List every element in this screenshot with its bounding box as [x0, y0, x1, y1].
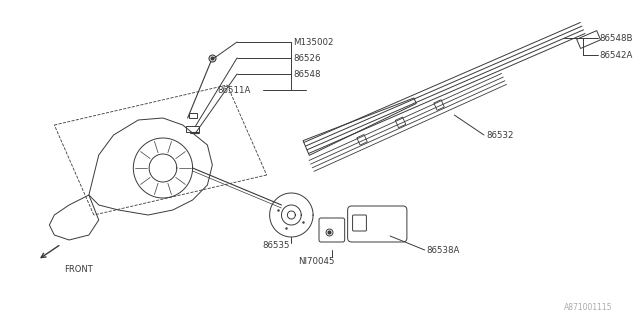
Text: 86532: 86532 [486, 131, 513, 140]
Text: FRONT: FRONT [64, 266, 93, 275]
Text: 86511A: 86511A [217, 85, 251, 94]
Bar [186, 126, 200, 132]
Bar [189, 113, 196, 118]
Text: 86542A: 86542A [600, 51, 633, 60]
Text: 86548B: 86548B [600, 34, 633, 43]
Text: 86535: 86535 [263, 241, 291, 250]
Text: 86526: 86526 [293, 53, 321, 62]
Text: M135002: M135002 [293, 37, 334, 46]
Text: 86538A: 86538A [427, 245, 460, 254]
Text: NI70045: NI70045 [298, 258, 334, 267]
Text: 86548: 86548 [293, 69, 321, 78]
Text: A871001115: A871001115 [564, 303, 612, 313]
